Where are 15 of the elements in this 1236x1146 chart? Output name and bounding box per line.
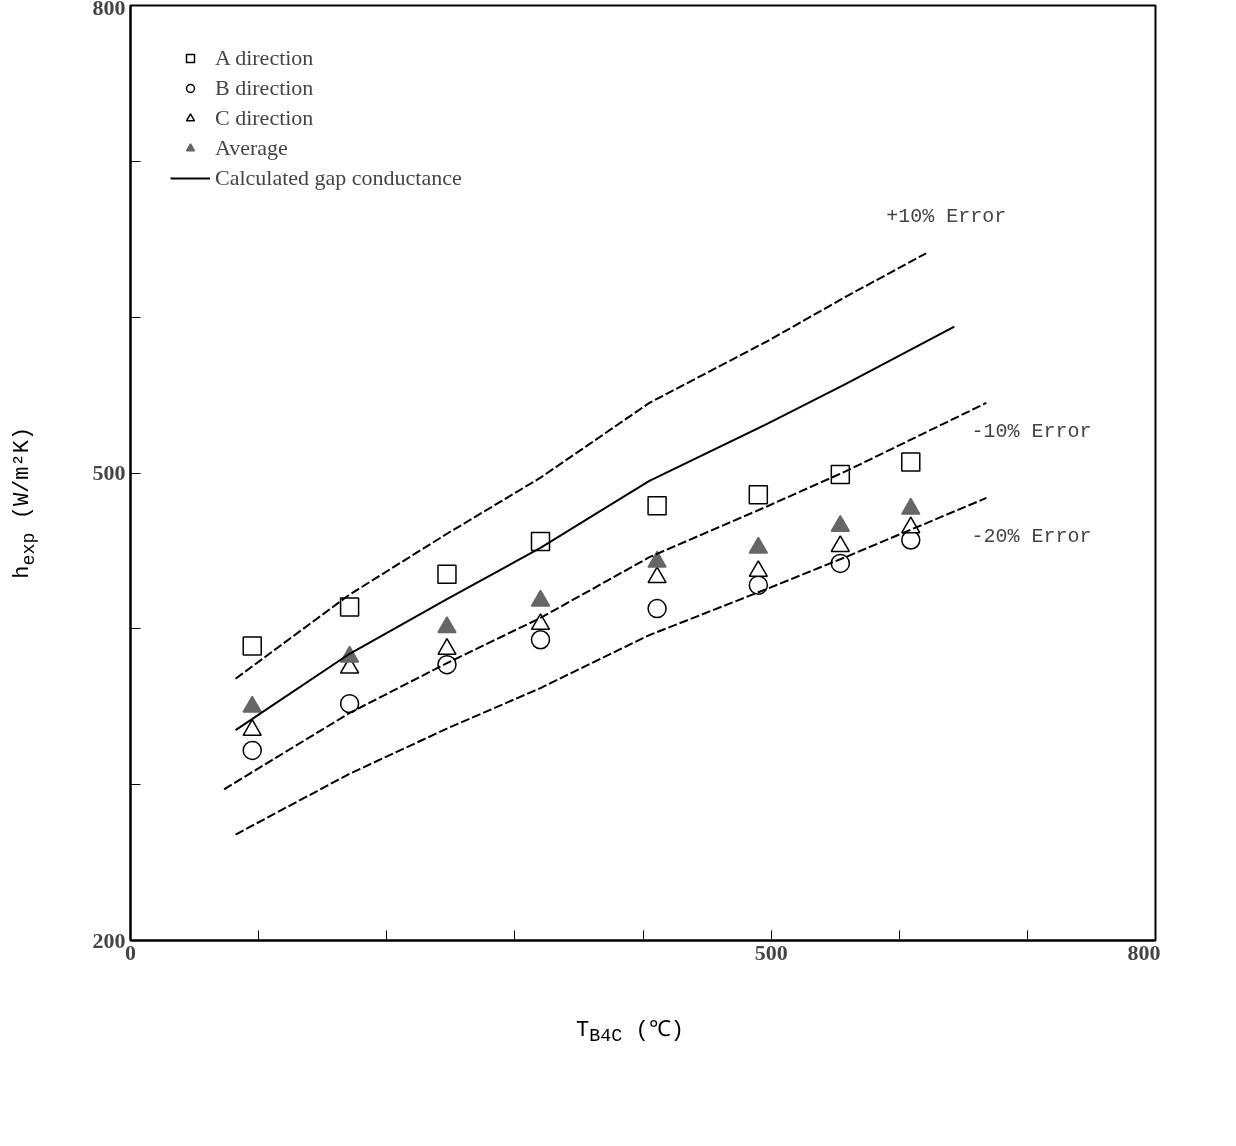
y-tick-label: 800 bbox=[92, 0, 126, 20]
legend-label: C direction bbox=[215, 105, 314, 131]
legend-label: Average bbox=[215, 135, 288, 161]
legend-label: Calculated gap conductance bbox=[215, 165, 462, 191]
x-tick-label: 800 bbox=[1127, 939, 1161, 965]
x-axis-title: T$_{B4C}$ (℃) bbox=[575, 1017, 685, 1050]
legend-label: A direction bbox=[215, 45, 314, 71]
annotation: -20% Error bbox=[971, 524, 1092, 548]
x-tick-label: 0 bbox=[125, 939, 136, 965]
annotation: +10% Error bbox=[886, 205, 1007, 229]
annotation: -10% Error bbox=[971, 419, 1092, 443]
y-tick-label: 500 bbox=[92, 460, 126, 485]
legend-label: B direction bbox=[215, 75, 314, 101]
x-tick-label: 500 bbox=[754, 939, 788, 965]
y-tick-label: 200 bbox=[92, 927, 126, 953]
